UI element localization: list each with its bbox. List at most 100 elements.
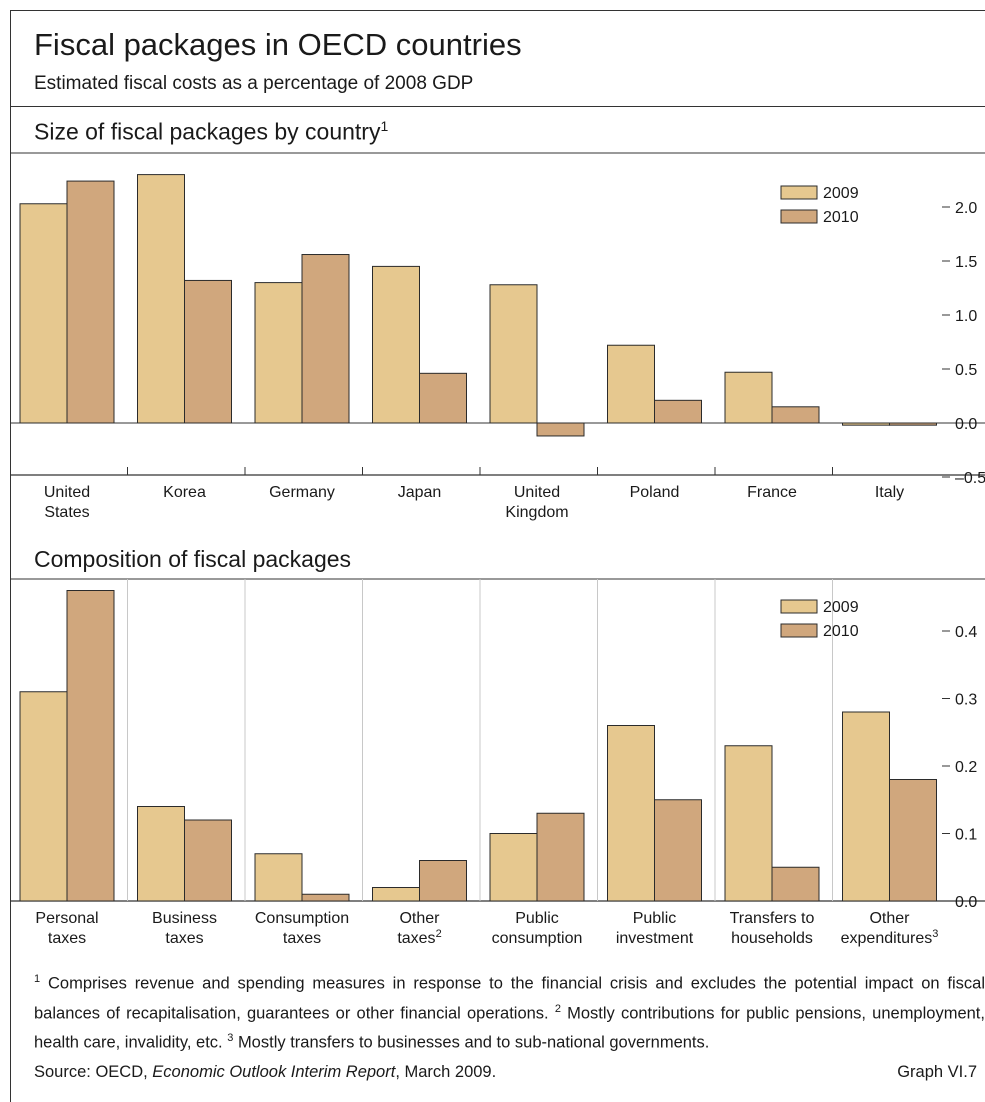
bar-2009-poland — [607, 344, 655, 424]
x-tick-label: Japan — [398, 484, 442, 501]
bar-2010-personal-taxes — [66, 590, 115, 902]
footnote-2: Mostly contributions for public pensions… — [34, 1004, 985, 1052]
legend-swatch-2009 — [780, 185, 818, 200]
x-tick-label: investment — [616, 930, 694, 947]
legend-swatch-2010 — [780, 209, 818, 224]
x-tick-label: Other — [399, 910, 440, 927]
panel1-title: Size of fiscal packages by country1 — [34, 118, 388, 146]
x-tick-label: households — [731, 930, 813, 947]
y-tick-label: 0.3 — [955, 692, 977, 709]
bar-2010-public-investment — [654, 799, 702, 902]
bar-2010-germany — [301, 254, 350, 424]
x-tick-label: Italy — [875, 484, 904, 501]
x-tick-footnote-mark: 3 — [932, 928, 938, 940]
bar-2009-united-kingdom — [489, 284, 538, 424]
figure-subtitle: Estimated fiscal costs as a percentage o… — [34, 73, 474, 94]
x-tick-label: Other — [869, 910, 910, 927]
bar-2010-united-states — [66, 180, 115, 424]
fiscal-composition-chart: Personal taxes Business taxes Consumption tax… — [10, 578, 985, 947]
bar-2009-transfers-to-households — [724, 745, 773, 902]
bar-2009-personal-taxes — [19, 691, 68, 902]
divider — [10, 106, 985, 107]
x-tick-label: States — [44, 504, 89, 521]
bar-2009-germany — [254, 282, 303, 424]
legend-swatch-2010 — [780, 623, 818, 638]
source-suffix: , March 2009. — [395, 1063, 497, 1081]
bar-2010-italy — [889, 422, 937, 426]
source-publication: Economic Outlook Interim Report — [152, 1063, 396, 1081]
x-tick-label: United — [514, 484, 560, 501]
bar-2009-japan — [372, 265, 420, 424]
legend-label-2010: 2010 — [823, 209, 859, 226]
footnote-mark-2: 2 — [554, 1002, 561, 1015]
x-tick-label: France — [747, 484, 797, 501]
footnote-mark-1: 1 — [34, 973, 41, 985]
bar-2010-poland — [654, 399, 702, 424]
bar-2010-france — [771, 406, 820, 424]
x-tick-label: taxes — [165, 930, 203, 947]
y-tick-label: 0.0 — [955, 416, 977, 433]
bar-2009-korea — [137, 174, 185, 424]
panel2-title: Composition of fiscal packages — [34, 546, 352, 572]
bar-2009-france — [724, 371, 773, 424]
legend-label-2010: 2010 — [823, 623, 859, 640]
bar-2009-italy — [842, 422, 890, 426]
bar-2010-public-consumption — [536, 812, 585, 902]
x-tick-label: Business — [152, 910, 217, 927]
fiscal-size-chart: United States Korea Germany Japan United Kingd… — [10, 152, 985, 521]
bar-2010-other-taxes — [419, 860, 467, 902]
source-note: Source: OECD, Economic Outlook Interim R… — [34, 1063, 496, 1082]
footnotes: 1 Comprises revenue and spending measure… — [34, 967, 985, 1056]
figure-frame — [10, 10, 985, 1102]
x-tick-label: consumption — [492, 930, 583, 947]
bar-2009-consumption-taxes — [254, 853, 303, 902]
x-tick-label: taxes2 — [397, 928, 441, 947]
y-tick-label: –0.5 — [955, 470, 985, 487]
x-tick-label: Public — [633, 910, 677, 927]
bar-2010-korea — [184, 279, 232, 424]
y-tick-label: 0.0 — [955, 894, 977, 911]
x-tick-label: taxes — [48, 930, 86, 947]
y-tick-label: 0.5 — [955, 362, 977, 379]
x-tick-footnote-mark: 2 — [436, 928, 442, 940]
graph-number: Graph VI.7 — [897, 1063, 977, 1081]
x-tick-label: Personal — [35, 910, 98, 927]
x-tick-label: Transfers to — [730, 910, 815, 927]
footnote-3: Mostly transfers to businesses and to su… — [237, 1033, 710, 1052]
x-tick-label: taxes — [283, 930, 321, 947]
y-tick-label: 0.4 — [955, 624, 977, 641]
bar-2010-consumption-taxes — [301, 893, 350, 902]
x-tick-label: United — [44, 484, 90, 501]
bar-2009-other-taxes — [372, 887, 420, 902]
y-tick-label: 1.5 — [955, 254, 977, 271]
x-tick-label: Public — [515, 910, 559, 927]
x-tick-label: Consumption — [255, 910, 349, 927]
panel1-footnote-mark: 1 — [380, 118, 389, 134]
y-tick-label: 2.0 — [955, 200, 977, 217]
x-tick-label: Kingdom — [505, 504, 568, 521]
x-tick-label: Poland — [630, 484, 680, 501]
x-tick-label: Korea — [163, 484, 206, 501]
x-tick-label: expenditures3 — [841, 928, 939, 947]
legend-swatch-2009 — [780, 599, 818, 614]
footnote-1: Comprises revenue and spending measures … — [34, 974, 985, 1023]
x-tick-label: Germany — [269, 484, 335, 501]
y-tick-label: 0.2 — [955, 759, 977, 776]
figure-title: Fiscal packages in OECD countries — [34, 27, 522, 62]
footnote-mark-3: 3 — [227, 1032, 234, 1044]
bar-2009-other-expenditures — [842, 711, 890, 902]
bar-2010-japan — [419, 372, 467, 424]
bar-2009-business-taxes — [137, 806, 185, 902]
bar-2010-transfers-to-households — [771, 866, 820, 902]
bar-2010-united-kingdom — [536, 422, 585, 437]
y-tick-label: 0.1 — [955, 827, 977, 844]
bar-2009-public-investment — [607, 725, 655, 902]
legend-label-2009: 2009 — [823, 599, 859, 616]
source-prefix: Source: OECD, — [34, 1063, 153, 1081]
bar-2009-united-states — [19, 203, 68, 424]
y-tick-label: 1.0 — [955, 308, 977, 325]
bar-2010-business-taxes — [184, 819, 232, 902]
bar-2009-public-consumption — [489, 833, 538, 902]
bar-2010-other-expenditures — [889, 779, 937, 902]
legend-label-2009: 2009 — [823, 185, 859, 202]
